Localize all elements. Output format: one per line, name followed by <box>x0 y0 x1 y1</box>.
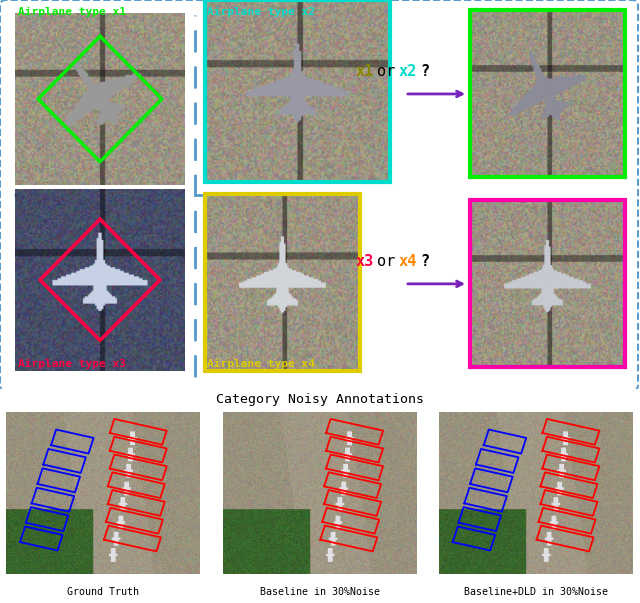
Text: Airplane type x4: Airplane type x4 <box>207 359 315 368</box>
Bar <box>470 200 625 367</box>
Text: Baseline+DLD in 30%Noise: Baseline+DLD in 30%Noise <box>464 587 608 597</box>
Text: ?: ? <box>420 64 429 79</box>
Bar <box>205 0 390 182</box>
Text: x3: x3 <box>356 254 374 269</box>
Text: Airplane type x3: Airplane type x3 <box>18 359 126 368</box>
Text: Airplane type x1: Airplane type x1 <box>18 7 126 17</box>
Text: Category Noisy Annotations: Category Noisy Annotations <box>216 393 424 406</box>
Text: or: or <box>377 64 396 79</box>
Text: Baseline in 30%Noise: Baseline in 30%Noise <box>260 587 380 597</box>
Text: Airplane type x2: Airplane type x2 <box>207 7 315 17</box>
Text: ?: ? <box>420 254 429 269</box>
FancyBboxPatch shape <box>0 0 638 391</box>
Text: x4: x4 <box>399 254 417 269</box>
Text: Ground Truth: Ground Truth <box>67 587 140 597</box>
Text: x1: x1 <box>356 64 374 79</box>
Text: or: or <box>377 254 396 269</box>
Text: x2: x2 <box>399 64 417 79</box>
Bar <box>205 194 360 371</box>
Bar <box>470 10 625 177</box>
